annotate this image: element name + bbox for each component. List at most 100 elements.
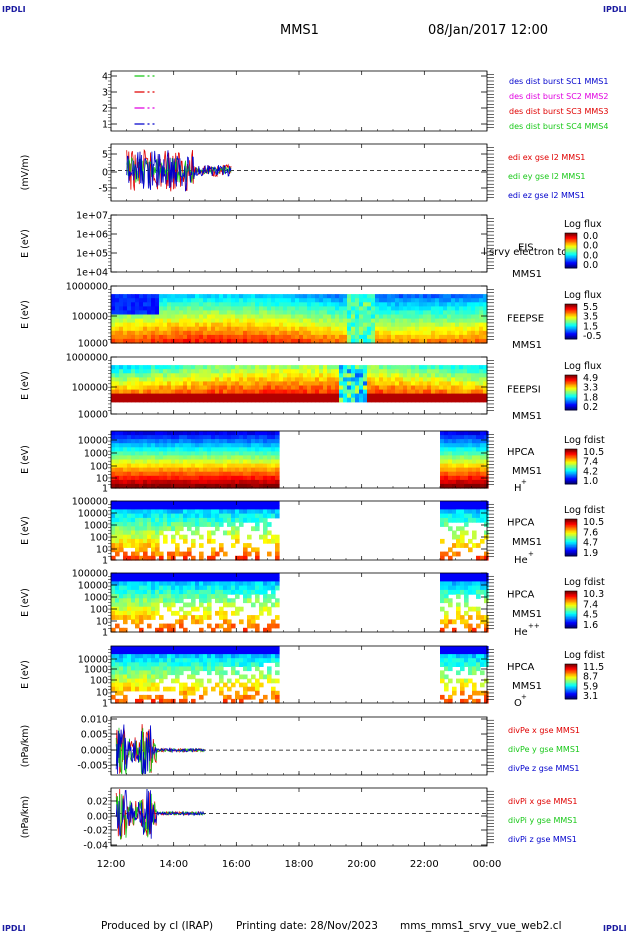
heat-cell <box>227 310 232 316</box>
heat-cell <box>131 555 136 561</box>
heat-cell <box>159 509 164 515</box>
heat-cell <box>468 547 473 553</box>
heat-cell <box>423 393 428 399</box>
heat-cell <box>447 377 452 383</box>
heat-cell <box>275 615 280 620</box>
heat-cell <box>379 322 384 328</box>
heat-cell <box>335 385 340 391</box>
heat-cell <box>347 334 352 340</box>
colorbar-step <box>565 624 577 627</box>
heat-cell <box>455 393 460 399</box>
instrument-label: HPCA <box>507 590 535 601</box>
heat-cell <box>191 483 196 489</box>
heat-cell <box>195 314 200 320</box>
heat-cell <box>307 330 312 336</box>
heat-cell <box>427 294 432 299</box>
heat-cell <box>448 463 453 469</box>
heat-cell <box>183 377 188 383</box>
x-tick-label: 18:00 <box>285 859 314 870</box>
heat-cell <box>223 377 228 383</box>
heat-cell <box>127 306 132 312</box>
heat-cell <box>235 577 240 582</box>
heat-cell <box>191 385 196 391</box>
heat-cell <box>135 439 140 444</box>
heat-cell <box>307 310 312 316</box>
heat-cell <box>187 654 192 659</box>
heat-cell <box>407 373 412 378</box>
heat-cell <box>147 646 152 651</box>
heat-cell <box>359 373 364 378</box>
heat-cell <box>131 610 136 616</box>
heat-cell <box>259 602 264 608</box>
heat-cell <box>203 322 208 328</box>
heat-cell <box>335 318 340 324</box>
heat-cell <box>151 589 156 595</box>
heat-cell <box>139 322 144 328</box>
heat-cell <box>323 314 328 320</box>
heat-cell <box>279 393 284 399</box>
heat-cell <box>231 589 236 595</box>
heat-cell <box>251 306 256 312</box>
colorbar-step <box>565 612 577 615</box>
heat-cell <box>387 397 392 403</box>
heat-cell <box>219 610 224 616</box>
heat-cell <box>468 509 473 515</box>
heat-cell <box>355 310 360 316</box>
charge-label: + <box>521 478 527 486</box>
heat-cell <box>199 522 204 527</box>
heat-cell <box>191 606 196 612</box>
heat-cell <box>315 338 320 344</box>
heat-cell <box>440 501 445 506</box>
heat-cell <box>159 615 164 620</box>
heat-cell <box>411 393 416 399</box>
heat-cell <box>227 467 232 473</box>
heat-cell <box>127 555 132 561</box>
heat-cell <box>267 501 272 506</box>
heat-cell <box>480 501 485 506</box>
heat-cell <box>455 314 460 320</box>
heat-cell <box>379 314 384 320</box>
heat-cell <box>127 459 132 465</box>
heat-cell <box>215 581 220 587</box>
heat-cell <box>271 594 276 599</box>
colorbar-step <box>565 333 577 336</box>
heat-cell <box>464 619 469 625</box>
heat-cell <box>283 322 288 328</box>
heat-cell <box>215 365 220 370</box>
heat-cell <box>247 397 252 403</box>
heat-cell <box>195 397 200 403</box>
heat-cell <box>467 310 472 316</box>
heat-cell <box>472 589 477 595</box>
heat-cell <box>155 585 160 591</box>
heat-cell <box>147 513 152 519</box>
heat-cell <box>247 619 252 625</box>
heat-cell <box>151 674 156 680</box>
heat-cell <box>275 369 280 374</box>
heat-cell <box>131 682 136 688</box>
colorbar-step <box>565 401 577 404</box>
heat-cell <box>143 467 148 473</box>
heat-cell <box>115 505 120 510</box>
colorbar-tick-label: -0.5 <box>583 331 602 342</box>
heat-cell <box>311 322 316 328</box>
heat-cell <box>159 443 164 448</box>
heat-cell <box>159 393 164 399</box>
heat-cell <box>383 334 388 340</box>
heat-cell <box>147 322 152 328</box>
heat-cell <box>215 646 220 651</box>
heat-cell <box>415 373 420 378</box>
heat-cell <box>468 517 473 523</box>
heat-cell <box>143 674 148 680</box>
heat-cell <box>211 294 216 299</box>
heat-cell <box>303 314 308 320</box>
heat-cell <box>115 666 120 672</box>
heat-cell <box>480 509 485 515</box>
heat-cell <box>119 298 124 303</box>
heat-cell <box>347 365 352 370</box>
heat-cell <box>119 530 124 536</box>
heat-cell <box>391 338 396 344</box>
heat-cell <box>279 377 284 383</box>
heat-cell <box>179 310 184 316</box>
heat-cell <box>167 435 172 440</box>
heat-cell <box>383 385 388 391</box>
